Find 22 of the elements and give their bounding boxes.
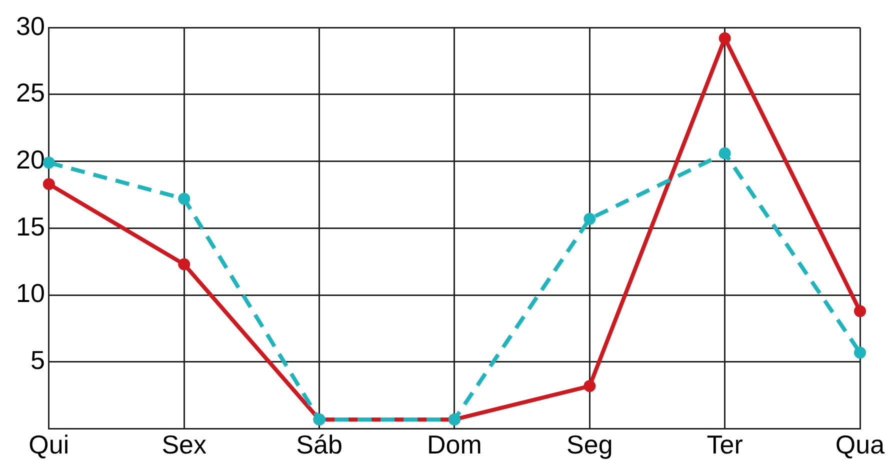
x-tick-label: Sex bbox=[162, 430, 207, 460]
point bbox=[178, 192, 190, 205]
y-tick-label: 30 bbox=[16, 10, 45, 41]
point bbox=[854, 305, 866, 318]
y-tick-label: 5 bbox=[30, 345, 45, 376]
point bbox=[42, 178, 55, 190]
x-tick-label: Ter bbox=[706, 430, 744, 460]
x-tick-label: Seg bbox=[566, 430, 613, 460]
point bbox=[718, 32, 731, 44]
y-tick-label: 15 bbox=[16, 211, 45, 242]
y-tick-label: 10 bbox=[16, 278, 45, 308]
x-tick-label: Dom bbox=[427, 430, 482, 460]
point bbox=[718, 147, 731, 160]
y-tick-label: 25 bbox=[16, 78, 45, 108]
point bbox=[178, 258, 190, 270]
x-tick-label: Qua bbox=[835, 430, 886, 460]
x-tick-label: Qui bbox=[28, 430, 70, 460]
point bbox=[854, 346, 866, 359]
x-tick-label: Sáb bbox=[296, 430, 342, 460]
point bbox=[584, 380, 596, 392]
point bbox=[584, 212, 596, 225]
y-tick-label: 20 bbox=[16, 144, 45, 175]
